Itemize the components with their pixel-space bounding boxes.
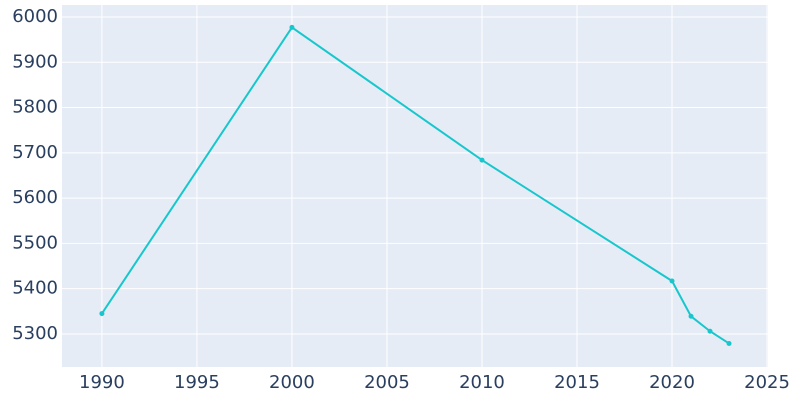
y-tick-label: 5800 bbox=[12, 97, 58, 118]
x-tick-label: 2020 bbox=[649, 372, 695, 393]
x-tick-label: 2010 bbox=[459, 372, 505, 393]
y-tick-label: 5400 bbox=[12, 278, 58, 299]
point bbox=[479, 157, 485, 163]
y-tick-label: 5900 bbox=[12, 51, 58, 72]
point bbox=[99, 311, 105, 317]
x-tick-label: 1995 bbox=[174, 372, 220, 393]
point bbox=[707, 328, 713, 334]
y-tick-label: 5600 bbox=[12, 187, 58, 208]
point bbox=[669, 278, 675, 284]
y-tick-label: 6000 bbox=[12, 6, 58, 27]
x-tick-label: 2000 bbox=[269, 372, 315, 393]
point bbox=[688, 313, 694, 319]
x-tick-label: 2005 bbox=[364, 372, 410, 393]
point bbox=[726, 340, 732, 346]
plot-area bbox=[62, 5, 768, 367]
point bbox=[289, 24, 295, 30]
x-tick-label: 2025 bbox=[744, 372, 790, 393]
y-tick-label: 5500 bbox=[12, 232, 58, 253]
y-tick-label: 5300 bbox=[12, 323, 58, 344]
y-tick-label: 5700 bbox=[12, 142, 58, 163]
x-tick-label: 1990 bbox=[79, 372, 125, 393]
x-tick-label: 2015 bbox=[554, 372, 600, 393]
